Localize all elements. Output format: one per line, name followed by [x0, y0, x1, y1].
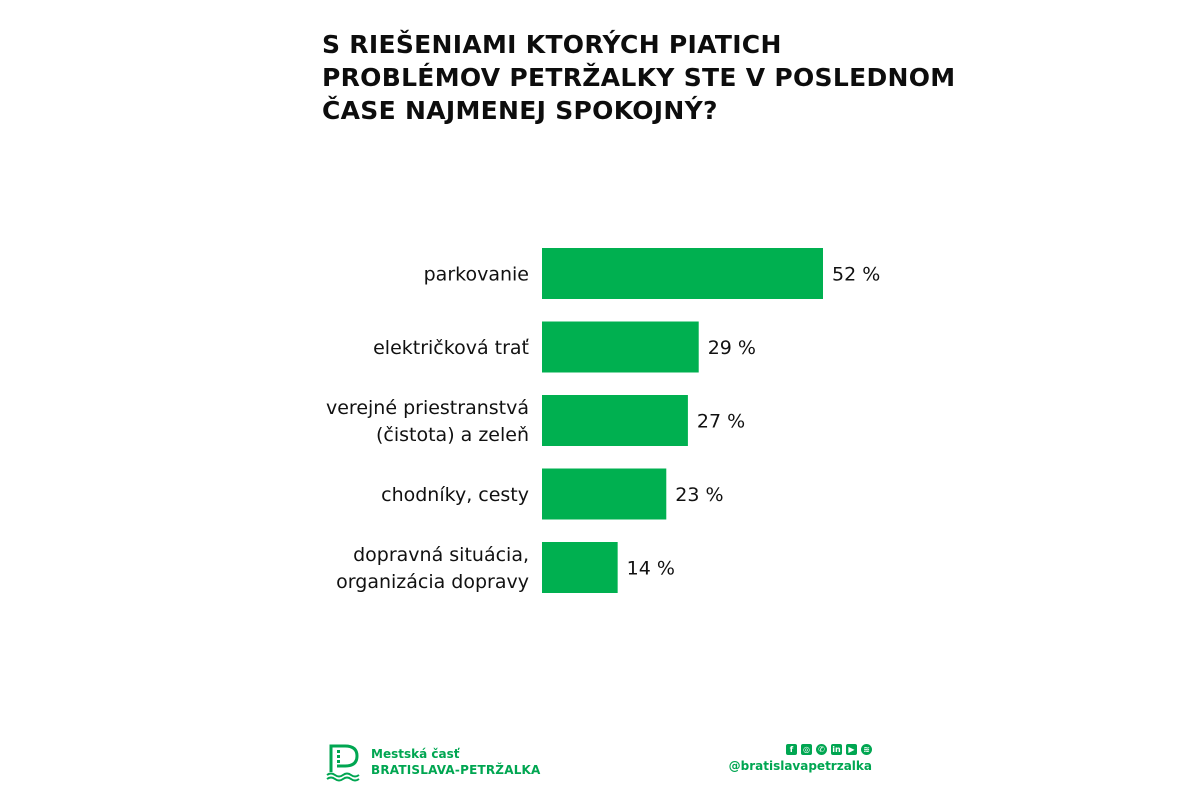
title-line-3: ČASE NAJMENEJ SPOKOJNÝ?	[322, 96, 718, 125]
facebook-icon[interactable]: f	[786, 744, 797, 755]
value-label-2: 27 %	[697, 411, 745, 433]
bar-4	[542, 542, 618, 593]
spotify-icon[interactable]: ≋	[861, 744, 872, 755]
value-label-1: 29 %	[708, 337, 756, 359]
value-label-4: 14 %	[627, 558, 675, 580]
category-label-4-0: dopravná situácia,	[353, 544, 529, 566]
instagram-icon[interactable]: ◎	[801, 744, 812, 755]
brand-logo: Mestská časť BRATISLAVA-PETRŽALKA	[325, 740, 541, 784]
bar-3	[542, 468, 667, 520]
brand-name-line-2: BRATISLAVA-PETRŽALKA	[371, 763, 541, 777]
category-label-0-0: parkovanie	[424, 264, 529, 286]
title-line-2: PROBLÉMOV PETRŽALKY STE V POSLEDNOM	[322, 63, 956, 92]
title-line-1: S RIEŠENIAMI KTORÝCH PIATICH	[322, 30, 782, 59]
bar-0	[542, 248, 823, 299]
chart-title: S RIEŠENIAMI KTORÝCH PIATICH PROBLÉMOV P…	[322, 28, 956, 127]
bar-2	[542, 395, 688, 446]
category-label-2-1: (čistota) a zeleň	[376, 424, 529, 446]
whatsapp-icon[interactable]: ✆	[816, 744, 827, 755]
social-block: f ◎ ✆ in ▶ ≋ @bratislavapetrzalka	[729, 744, 872, 773]
youtube-icon[interactable]: ▶	[846, 744, 857, 755]
value-label-0: 52 %	[832, 264, 880, 286]
category-label-3-0: chodníky, cesty	[381, 484, 529, 506]
category-label-2-0: verejné priestranstvá	[326, 397, 529, 419]
value-label-3: 23 %	[675, 484, 723, 506]
bar-1	[542, 321, 699, 373]
linkedin-icon[interactable]: in	[831, 744, 842, 755]
social-handle[interactable]: @bratislavapetrzalka	[728, 759, 872, 773]
category-label-1-0: električková trať	[373, 337, 529, 359]
brand-name-line-1: Mestská časť	[371, 747, 460, 761]
category-label-4-1: organizácia dopravy	[336, 571, 529, 593]
petrzalka-logo-icon	[326, 744, 360, 782]
social-icons: f ◎ ✆ in ▶ ≋	[786, 744, 872, 755]
